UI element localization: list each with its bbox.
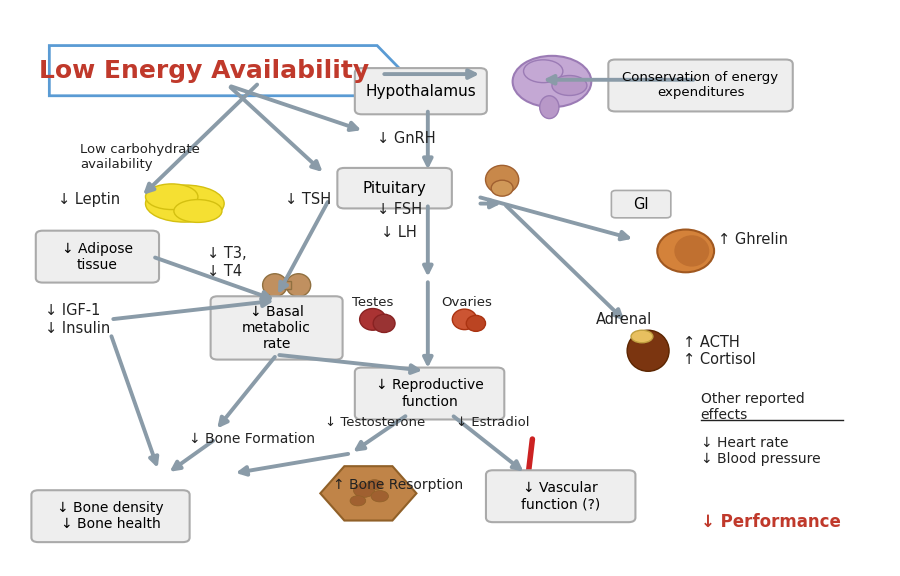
Text: ↓ Testosterone: ↓ Testosterone xyxy=(325,415,425,429)
Text: Hypothalamus: Hypothalamus xyxy=(365,84,476,98)
Polygon shape xyxy=(50,46,401,96)
Text: ↓ Bone density
↓ Bone health: ↓ Bone density ↓ Bone health xyxy=(58,501,164,531)
Text: Low carbohydrate
availability: Low carbohydrate availability xyxy=(80,143,200,171)
Ellipse shape xyxy=(263,274,287,297)
Ellipse shape xyxy=(491,180,513,196)
Text: ↓ Estradiol: ↓ Estradiol xyxy=(455,415,529,429)
Circle shape xyxy=(354,484,374,497)
Ellipse shape xyxy=(453,309,477,329)
Text: ↓ Heart rate
↓ Blood pressure: ↓ Heart rate ↓ Blood pressure xyxy=(700,435,820,465)
FancyBboxPatch shape xyxy=(608,59,793,111)
Text: ↓ GnRH: ↓ GnRH xyxy=(377,131,436,146)
Text: ↑ Bone Resorption: ↑ Bone Resorption xyxy=(333,478,464,492)
Ellipse shape xyxy=(485,165,518,194)
Circle shape xyxy=(366,480,382,490)
FancyBboxPatch shape xyxy=(32,490,190,542)
Text: Pituitary: Pituitary xyxy=(363,181,427,196)
Text: Other reported: Other reported xyxy=(700,392,805,406)
Ellipse shape xyxy=(674,235,709,267)
Ellipse shape xyxy=(286,274,310,297)
Circle shape xyxy=(371,491,389,502)
Ellipse shape xyxy=(540,96,559,119)
Text: Low Energy Availability: Low Energy Availability xyxy=(40,59,370,83)
Ellipse shape xyxy=(524,60,562,82)
Ellipse shape xyxy=(360,309,386,330)
Ellipse shape xyxy=(513,56,591,107)
Polygon shape xyxy=(320,466,417,521)
FancyBboxPatch shape xyxy=(486,470,635,522)
Ellipse shape xyxy=(466,316,485,331)
Bar xyxy=(284,281,291,289)
FancyBboxPatch shape xyxy=(36,230,159,283)
Text: ↓ Bone Formation: ↓ Bone Formation xyxy=(189,432,315,446)
Text: ↓ Reproductive
function: ↓ Reproductive function xyxy=(375,378,483,408)
Text: ↓ Leptin: ↓ Leptin xyxy=(58,192,121,207)
Text: Adrenal: Adrenal xyxy=(596,312,652,327)
Ellipse shape xyxy=(657,229,714,272)
Ellipse shape xyxy=(174,199,222,222)
Text: GI: GI xyxy=(634,196,649,211)
Ellipse shape xyxy=(374,314,395,332)
Text: Testes: Testes xyxy=(352,295,393,309)
Text: ↑ Ghrelin: ↑ Ghrelin xyxy=(718,232,788,247)
Ellipse shape xyxy=(146,185,224,222)
Text: ↑ ACTH
↑ Cortisol: ↑ ACTH ↑ Cortisol xyxy=(683,335,756,367)
Text: ↓ Vascular
function (?): ↓ Vascular function (?) xyxy=(521,481,600,511)
Ellipse shape xyxy=(146,184,198,210)
Ellipse shape xyxy=(631,330,652,343)
Text: ↓ LH: ↓ LH xyxy=(382,225,418,240)
FancyArrowPatch shape xyxy=(528,439,533,471)
FancyBboxPatch shape xyxy=(211,296,343,359)
FancyBboxPatch shape xyxy=(611,191,670,218)
Text: ↓ IGF-1
↓ Insulin: ↓ IGF-1 ↓ Insulin xyxy=(45,303,110,336)
Text: ↓ TSH: ↓ TSH xyxy=(285,192,331,207)
Circle shape xyxy=(350,495,365,506)
Text: Conservation of energy
expenditures: Conservation of energy expenditures xyxy=(623,71,778,100)
FancyBboxPatch shape xyxy=(338,168,452,209)
Text: ↓ Performance: ↓ Performance xyxy=(700,513,841,531)
Text: ↓ FSH: ↓ FSH xyxy=(377,202,422,217)
Ellipse shape xyxy=(627,330,669,372)
Text: Ovaries: Ovaries xyxy=(442,295,492,309)
Text: effects: effects xyxy=(700,408,748,422)
FancyBboxPatch shape xyxy=(355,367,504,419)
Text: ↓ Adipose
tissue: ↓ Adipose tissue xyxy=(62,241,133,272)
Text: ↓ Basal
metabolic
rate: ↓ Basal metabolic rate xyxy=(242,305,311,351)
FancyBboxPatch shape xyxy=(355,68,487,114)
Text: ↓ T3,
↓ T4: ↓ T3, ↓ T4 xyxy=(207,246,247,279)
Ellipse shape xyxy=(552,75,587,96)
